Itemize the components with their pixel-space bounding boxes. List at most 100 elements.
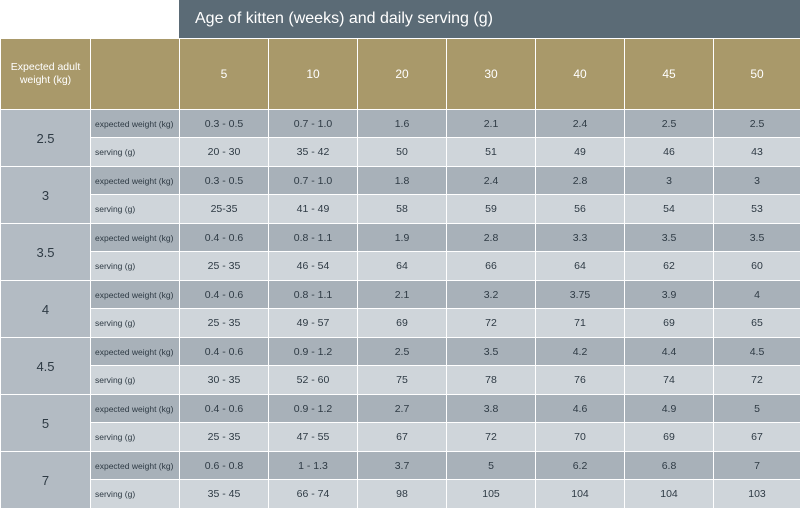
expected-weight-value: 3.7 — [357, 451, 447, 480]
expected-weight-value: 5 — [713, 394, 800, 423]
expected-weight-value: 2.8 — [535, 166, 625, 195]
serving-value: 72 — [446, 422, 536, 452]
expected-weight-value: 0.8 - 1.1 — [268, 280, 358, 309]
expected-weight-value: 3 — [624, 166, 714, 195]
adult-weight-cell: 5 — [0, 394, 91, 452]
serving-value: 104 — [624, 479, 714, 509]
expected-weight-value: 2.8 — [446, 223, 536, 252]
expected-weight-value: 0.9 - 1.2 — [268, 337, 358, 366]
serving-label: serving (g) — [90, 308, 180, 338]
serving-label: serving (g) — [90, 251, 180, 281]
expected-weight-value: 2.4 — [535, 109, 625, 138]
expected-weight-value: 2.1 — [357, 280, 447, 309]
expected-weight-label: expected weight (kg) — [90, 394, 180, 423]
expected-weight-value: 0.8 - 1.1 — [268, 223, 358, 252]
adult-weight-cell: 4.5 — [0, 337, 91, 395]
week-header: 50 — [713, 38, 800, 110]
serving-value: 25 - 35 — [179, 251, 269, 281]
serving-value: 56 — [535, 194, 625, 224]
expected-weight-value: 0.4 - 0.6 — [179, 223, 269, 252]
week-header: 10 — [268, 38, 358, 110]
serving-value: 72 — [446, 308, 536, 338]
week-header: 40 — [535, 38, 625, 110]
table-row: 7 expected weight (kg) 0.6 - 0.8 1 - 1.3 3.7… — [0, 451, 800, 509]
serving-value: 75 — [357, 365, 447, 395]
serving-value: 64 — [357, 251, 447, 281]
serving-label: serving (g) — [90, 479, 180, 509]
serving-value: 47 - 55 — [268, 422, 358, 452]
serving-value: 69 — [624, 308, 714, 338]
expected-weight-value: 4.9 — [624, 394, 714, 423]
serving-value: 67 — [357, 422, 447, 452]
serving-value: 53 — [713, 194, 800, 224]
expected-weight-label: expected weight (kg) — [90, 280, 180, 309]
expected-weight-value: 1.6 — [357, 109, 447, 138]
expected-weight-label: expected weight (kg) — [90, 223, 180, 252]
blank-header — [90, 38, 180, 110]
serving-value: 64 — [535, 251, 625, 281]
expected-weight-value: 4.5 — [713, 337, 800, 366]
table-row: serving (g) 25 - 35 47 - 55 67 72 70 69 67 — [1, 422, 800, 452]
table-row: 3.5 expected weight (kg) 0.4 - 0.6 0.8 - 1.… — [0, 223, 800, 281]
expected-weight-value: 4.2 — [535, 337, 625, 366]
serving-value: 65 — [713, 308, 800, 338]
table-row: serving (g) 35 - 45 66 - 74 98 105 104 104 103 — [1, 479, 800, 509]
serving-value: 35 - 45 — [179, 479, 269, 509]
expected-weight-value: 1 - 1.3 — [268, 451, 358, 480]
expected-weight-value: 3.75 — [535, 280, 625, 309]
adult-weight-cell: 4 — [0, 280, 91, 338]
serving-value: 74 — [624, 365, 714, 395]
expected-weight-value: 3 — [713, 166, 800, 195]
serving-value: 105 — [446, 479, 536, 509]
expected-weight-value: 1.8 — [357, 166, 447, 195]
serving-value: 59 — [446, 194, 536, 224]
week-header: 30 — [446, 38, 536, 110]
serving-value: 49 — [535, 137, 625, 167]
expected-weight-value: 3.8 — [446, 394, 536, 423]
expected-weight-label: expected weight (kg) — [90, 166, 180, 195]
table-row: serving (g) 25 - 35 46 - 54 64 66 64 62 60 — [1, 251, 800, 281]
expected-weight-value: 4.6 — [535, 394, 625, 423]
serving-value: 46 — [624, 137, 714, 167]
corner-header: Expected adult weight (kg) — [0, 38, 91, 110]
expected-weight-value: 3.5 — [446, 337, 536, 366]
expected-weight-value: 2.5 — [624, 109, 714, 138]
expected-weight-value: 7 — [713, 451, 800, 480]
adult-weight-cell: 2.5 — [0, 109, 91, 167]
serving-value: 66 - 74 — [268, 479, 358, 509]
serving-value: 103 — [713, 479, 800, 509]
serving-value: 35 - 42 — [268, 137, 358, 167]
expected-weight-value: 3.5 — [624, 223, 714, 252]
expected-weight-value: 4 — [713, 280, 800, 309]
expected-weight-value: 2.5 — [357, 337, 447, 366]
serving-value: 78 — [446, 365, 536, 395]
expected-weight-value: 3.5 — [713, 223, 800, 252]
expected-weight-value: 4.4 — [624, 337, 714, 366]
serving-value: 25 - 35 — [179, 422, 269, 452]
serving-label: serving (g) — [90, 137, 180, 167]
expected-weight-label: expected weight (kg) — [90, 451, 180, 480]
expected-weight-value: 3.2 — [446, 280, 536, 309]
expected-weight-value: 0.4 - 0.6 — [179, 337, 269, 366]
serving-value: 25-35 — [179, 194, 269, 224]
table-row: serving (g) 25 - 35 49 - 57 69 72 71 69 65 — [1, 308, 800, 338]
expected-weight-value: 6.8 — [624, 451, 714, 480]
expected-weight-value: 2.4 — [446, 166, 536, 195]
table-row: 5 expected weight (kg) 0.4 - 0.6 0.9 - 1.2 2… — [0, 394, 800, 452]
table-row: serving (g) 30 - 35 52 - 60 75 78 76 74 72 — [1, 365, 800, 395]
serving-label: serving (g) — [90, 365, 180, 395]
expected-weight-value: 3.3 — [535, 223, 625, 252]
serving-value: 51 — [446, 137, 536, 167]
serving-value: 72 — [713, 365, 800, 395]
expected-weight-label: expected weight (kg) — [90, 109, 180, 138]
expected-weight-value: 5 — [446, 451, 536, 480]
expected-weight-value: 0.7 - 1.0 — [268, 109, 358, 138]
serving-value: 52 - 60 — [268, 365, 358, 395]
expected-weight-value: 0.7 - 1.0 — [268, 166, 358, 195]
serving-value: 43 — [713, 137, 800, 167]
expected-weight-value: 0.3 - 0.5 — [179, 109, 269, 138]
serving-label: serving (g) — [90, 422, 180, 452]
adult-weight-cell: 7 — [0, 451, 91, 509]
adult-weight-cell: 3 — [0, 166, 91, 224]
serving-value: 62 — [624, 251, 714, 281]
